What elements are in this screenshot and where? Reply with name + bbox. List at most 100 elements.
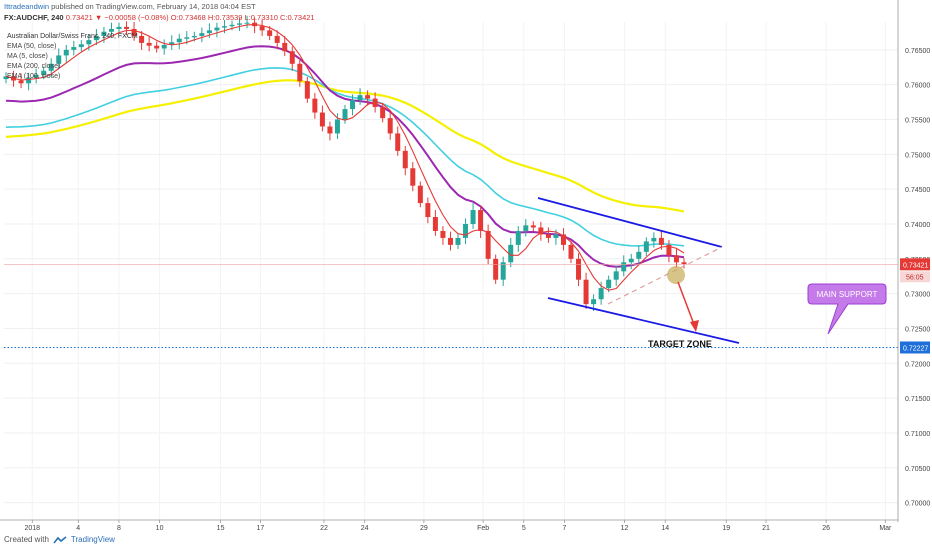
candle-body bbox=[146, 42, 152, 46]
time-tick-label: 19 bbox=[722, 525, 730, 532]
tradingview-logo-icon bbox=[53, 535, 67, 543]
drawing-overlays: TARGET ZONE MAIN SUPPORT bbox=[4, 197, 898, 349]
legend-entry: EMA (100, close) bbox=[7, 73, 60, 80]
time-tick-label: 7 bbox=[563, 525, 567, 532]
candle-body bbox=[86, 40, 92, 45]
candle-body bbox=[606, 279, 612, 289]
candle-body bbox=[334, 119, 340, 134]
price-tick-label: 0.76000 bbox=[905, 83, 930, 90]
candle-body bbox=[583, 279, 589, 305]
time-axis[interactable]: 2018 4 8 10 15 17 22 24 29 Feb 5 7 12 14 19 21 26 Mar bbox=[0, 519, 898, 532]
candle-body bbox=[131, 28, 137, 36]
price-axis[interactable]: 0.76500 0.76000 0.75500 0.75000 0.74500 0.740… bbox=[897, 0, 930, 522]
candle-body bbox=[455, 237, 461, 245]
ticker-line: FX:AUDCHF, 240 0.73421 ▼ −0.00058 (−0.08… bbox=[4, 13, 315, 23]
publisher-name[interactable]: Ittradeandwin bbox=[4, 2, 50, 11]
ma-5-line bbox=[5, 24, 685, 291]
price-tick-label: 0.72500 bbox=[905, 326, 930, 333]
target-price-tag-text: 0.72227 bbox=[903, 345, 928, 352]
candle-body bbox=[417, 185, 423, 204]
time-tick-label: Mar bbox=[879, 525, 892, 532]
candle-body bbox=[116, 26, 122, 29]
time-tick-label: 15 bbox=[217, 525, 225, 532]
price-tick-label: 0.75500 bbox=[905, 118, 930, 125]
candle-body bbox=[515, 230, 521, 245]
candle-body bbox=[470, 210, 476, 224]
candle-body bbox=[206, 30, 212, 34]
price-tick-label: 0.72000 bbox=[905, 361, 930, 368]
candle-body bbox=[357, 95, 363, 101]
candle-body bbox=[221, 26, 227, 28]
last-price: 0.73421 bbox=[65, 13, 93, 22]
candle-body bbox=[508, 244, 514, 263]
candle-body bbox=[478, 210, 484, 231]
time-tick-label: 14 bbox=[661, 525, 669, 532]
candle-body bbox=[71, 47, 77, 50]
candle-body bbox=[161, 44, 167, 49]
candle-body bbox=[108, 28, 114, 32]
candle-body bbox=[101, 31, 107, 36]
candle-body bbox=[93, 35, 99, 41]
price-tick-label: 0.73000 bbox=[905, 292, 930, 299]
candle-body bbox=[545, 234, 551, 238]
candle-body bbox=[463, 223, 469, 238]
time-tick-label: 29 bbox=[420, 525, 428, 532]
time-tick-label: 4 bbox=[76, 525, 80, 532]
candle-body bbox=[658, 237, 664, 245]
candle-body bbox=[387, 118, 393, 134]
ema-100-polyline bbox=[5, 67, 685, 247]
candle-body bbox=[244, 22, 250, 24]
indicator-legend: Australian Dollar/Swiss Franc, 240, FXCM… bbox=[7, 33, 138, 80]
grid bbox=[4, 22, 898, 520]
candle-body bbox=[154, 45, 160, 49]
symbol-label[interactable]: FX:AUDCHF, 240 bbox=[4, 13, 64, 22]
time-tick-label: 10 bbox=[156, 525, 164, 532]
candle-body bbox=[342, 109, 348, 120]
candle-body bbox=[372, 98, 378, 107]
candle-body bbox=[425, 203, 431, 218]
candle-body bbox=[18, 80, 24, 84]
candle-body bbox=[289, 51, 295, 64]
candle-body bbox=[621, 262, 627, 272]
candle-body bbox=[500, 262, 506, 280]
candle-body bbox=[523, 225, 529, 231]
candle-body bbox=[41, 70, 47, 75]
candle-body bbox=[26, 77, 32, 84]
candle-body bbox=[485, 230, 491, 259]
main-support-bubble bbox=[807, 283, 887, 335]
candle-body bbox=[191, 35, 197, 38]
candle-body bbox=[395, 133, 401, 151]
time-tick-label: 2018 bbox=[24, 525, 40, 532]
ema-50-polyline bbox=[5, 45, 685, 268]
time-tick-label: 26 bbox=[822, 525, 830, 532]
tradingview-brand[interactable]: TradingView bbox=[70, 535, 115, 544]
legend-entry: EMA (200, close) bbox=[7, 63, 60, 70]
candle-body bbox=[267, 30, 273, 36]
candles bbox=[3, 15, 687, 312]
candle-body bbox=[636, 251, 642, 259]
candle-body bbox=[124, 26, 130, 29]
candle-body bbox=[259, 26, 265, 31]
current-price-tag bbox=[900, 258, 930, 271]
time-tick-label: 24 bbox=[361, 525, 369, 532]
chart-title: Australian Dollar/Swiss Franc, 240, FXCM bbox=[7, 33, 138, 40]
countdown-tag-text: 56:05 bbox=[906, 274, 924, 281]
candle-body bbox=[628, 258, 634, 263]
price-tick-label: 0.70000 bbox=[905, 501, 930, 508]
candle-body bbox=[598, 288, 604, 300]
price-tick-label: 0.71000 bbox=[905, 431, 930, 438]
candle-body bbox=[327, 126, 333, 134]
candle-body bbox=[237, 23, 243, 25]
target-price-tag bbox=[900, 341, 930, 354]
candle-body bbox=[380, 106, 386, 119]
candle-body bbox=[651, 237, 657, 242]
time-tick-label: 22 bbox=[320, 525, 328, 532]
published-text: published on TradingView.com, February 1… bbox=[51, 2, 256, 11]
candle-body bbox=[176, 38, 182, 43]
candle-body bbox=[3, 76, 9, 80]
time-tick-label: 12 bbox=[621, 525, 629, 532]
ema-200-polyline bbox=[5, 79, 685, 213]
candle-body bbox=[169, 42, 175, 45]
current-price-tag-text: 0.73421 bbox=[903, 262, 928, 269]
